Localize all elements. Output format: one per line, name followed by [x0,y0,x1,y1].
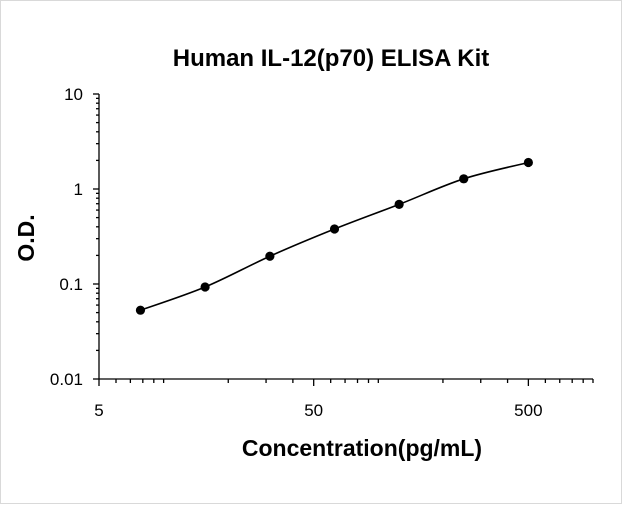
data-point [459,174,469,184]
x-tick-label: 5 [94,401,103,420]
x-axis-title: Concentration(pg/mL) [242,435,482,461]
data-point [265,251,275,261]
axes: 10 1 0.1 0.01 5 50 500 [50,85,594,420]
y-tick-label: 0.1 [59,275,83,294]
data-point [394,199,404,209]
fit-curve [140,161,529,311]
y-tick-label: 0.01 [50,370,83,389]
x-tick-label: 500 [514,401,542,420]
y-axis-title: O.D. [13,214,39,261]
x-tick-label: 50 [304,401,323,420]
chart-title: Human IL-12(p70) ELISA Kit [173,45,489,72]
data-point [329,224,340,234]
y-tick-label: 10 [64,85,83,104]
data-point [200,282,210,292]
fit-curve-group [140,161,529,311]
data-point [523,157,533,168]
data-points-group [135,157,533,315]
data-point [135,305,146,315]
y-tick-label: 1 [74,180,83,199]
